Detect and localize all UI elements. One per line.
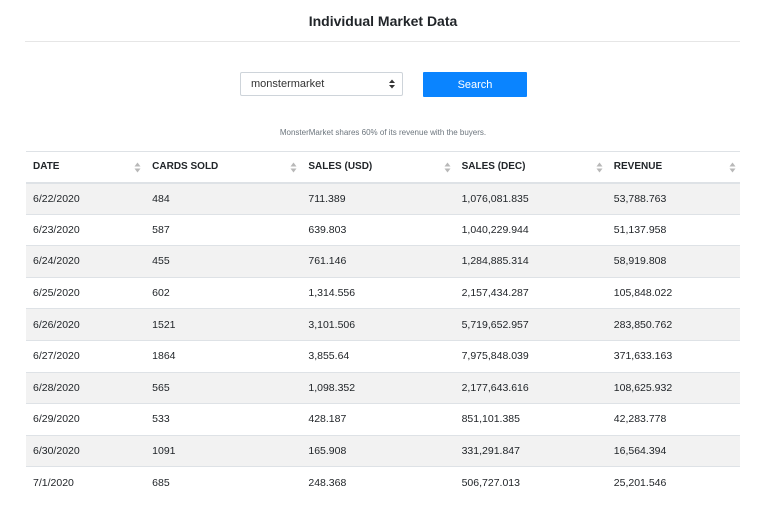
cards-sold-cell: 455 bbox=[145, 245, 302, 278]
column-header-revenue[interactable]: REVENUE bbox=[606, 151, 740, 184]
column-header-label: REVENUE bbox=[613, 161, 663, 173]
sales-usd-cell: 3,855.64 bbox=[301, 339, 455, 373]
sales-dec-cell: 1,040,229.944 bbox=[454, 213, 607, 246]
table-row: 6/27/2020 1864 3,855.64 7,975,848.039 37… bbox=[26, 339, 740, 373]
column-header-label: CARDS SOLD bbox=[152, 161, 219, 173]
revenue-cell: 105,848.022 bbox=[606, 276, 740, 309]
sales-dec-cell: 1,284,885.314 bbox=[454, 245, 607, 278]
date-cell: 6/25/2020 bbox=[26, 276, 146, 309]
column-header-label: SALES (USD) bbox=[308, 161, 373, 173]
date-cell: 6/29/2020 bbox=[26, 403, 146, 436]
table-row: 6/30/2020 1091 165.908 331,291.847 16,56… bbox=[26, 434, 740, 467]
column-header-sales-dec[interactable]: SALES (DEC) bbox=[454, 151, 607, 184]
date-cell: 6/26/2020 bbox=[26, 308, 146, 341]
market-select[interactable]: monstermarket bbox=[240, 72, 403, 96]
date-cell: 6/27/2020 bbox=[26, 339, 146, 373]
table-row: 6/28/2020 565 1,098.352 2,177,643.616 10… bbox=[26, 371, 740, 404]
revenue-cell: 51,137.958 bbox=[606, 213, 740, 246]
date-cell: 6/23/2020 bbox=[26, 213, 146, 246]
sort-icon bbox=[729, 162, 736, 173]
cards-sold-cell: 565 bbox=[145, 371, 302, 404]
cards-sold-cell: 685 bbox=[145, 466, 302, 499]
sales-usd-cell: 639.803 bbox=[301, 213, 455, 246]
page-title: Individual Market Data bbox=[308, 13, 458, 29]
market-data-table: DATE CARDS SOLD SALES (USD) SALES (DEC) … bbox=[26, 151, 740, 499]
revenue-cell: 42,283.778 bbox=[606, 403, 740, 436]
sales-dec-cell: 2,157,434.287 bbox=[454, 276, 607, 309]
sort-icon bbox=[444, 162, 451, 173]
revenue-cell: 58,919.808 bbox=[606, 245, 740, 278]
sort-icon bbox=[596, 162, 603, 173]
revenue-cell: 16,564.394 bbox=[606, 434, 740, 467]
column-header-label: DATE bbox=[33, 161, 60, 173]
revenue-share-note: MonsterMarket shares 60% of its revenue … bbox=[279, 128, 487, 137]
date-cell: 6/30/2020 bbox=[26, 434, 146, 467]
column-header-label: SALES (DEC) bbox=[461, 161, 526, 173]
sales-usd-cell: 428.187 bbox=[301, 403, 455, 436]
sales-dec-cell: 851,101.385 bbox=[454, 403, 607, 436]
sales-dec-cell: 1,076,081.835 bbox=[454, 182, 607, 215]
revenue-cell: 371,633.163 bbox=[606, 339, 740, 373]
sales-usd-cell: 248.368 bbox=[301, 466, 455, 499]
table-row: 6/22/2020 484 711.389 1,076,081.835 53,7… bbox=[26, 182, 740, 215]
sales-dec-cell: 331,291.847 bbox=[454, 434, 607, 467]
column-header-cards-sold[interactable]: CARDS SOLD bbox=[145, 151, 302, 184]
table-row: 6/23/2020 587 639.803 1,040,229.944 51,1… bbox=[26, 213, 740, 246]
sales-dec-cell: 2,177,643.616 bbox=[454, 371, 607, 404]
sort-icon bbox=[134, 162, 141, 173]
date-cell: 7/1/2020 bbox=[26, 466, 146, 499]
cards-sold-cell: 1521 bbox=[145, 308, 302, 341]
revenue-cell: 25,201.546 bbox=[606, 466, 740, 499]
table-row: 6/25/2020 602 1,314.556 2,157,434.287 10… bbox=[26, 276, 740, 309]
search-button[interactable]: Search bbox=[423, 72, 527, 97]
revenue-cell: 108,625.932 bbox=[606, 371, 740, 404]
sales-usd-cell: 1,098.352 bbox=[301, 371, 455, 404]
cards-sold-cell: 602 bbox=[145, 276, 302, 309]
date-cell: 6/24/2020 bbox=[26, 245, 146, 278]
cards-sold-cell: 1091 bbox=[145, 434, 302, 467]
sales-usd-cell: 711.389 bbox=[301, 182, 455, 215]
revenue-cell: 283,850.762 bbox=[606, 308, 740, 341]
date-cell: 6/28/2020 bbox=[26, 371, 146, 404]
table-row: 6/26/2020 1521 3,101.506 5,719,652.957 2… bbox=[26, 308, 740, 341]
sales-dec-cell: 5,719,652.957 bbox=[454, 308, 607, 341]
table-row: 6/29/2020 533 428.187 851,101.385 42,283… bbox=[26, 403, 740, 436]
market-select-value: monstermarket bbox=[251, 78, 325, 90]
table-row: 6/24/2020 455 761.146 1,284,885.314 58,9… bbox=[26, 245, 740, 278]
sales-dec-cell: 506,727.013 bbox=[454, 466, 607, 499]
cards-sold-cell: 484 bbox=[145, 182, 302, 215]
select-arrows-icon bbox=[389, 79, 395, 89]
sales-dec-cell: 7,975,848.039 bbox=[454, 339, 607, 373]
sales-usd-cell: 761.146 bbox=[301, 245, 455, 278]
title-divider bbox=[25, 41, 740, 42]
column-header-sales-usd[interactable]: SALES (USD) bbox=[301, 151, 455, 184]
date-cell: 6/22/2020 bbox=[26, 182, 146, 215]
sales-usd-cell: 1,314.556 bbox=[301, 276, 455, 309]
sort-icon bbox=[290, 162, 297, 173]
revenue-cell: 53,788.763 bbox=[606, 182, 740, 215]
cards-sold-cell: 1864 bbox=[145, 339, 302, 373]
cards-sold-cell: 587 bbox=[145, 213, 302, 246]
cards-sold-cell: 533 bbox=[145, 403, 302, 436]
table-header-row: DATE CARDS SOLD SALES (USD) SALES (DEC) … bbox=[26, 151, 740, 184]
column-header-date[interactable]: DATE bbox=[26, 151, 146, 184]
sales-usd-cell: 3,101.506 bbox=[301, 308, 455, 341]
sales-usd-cell: 165.908 bbox=[301, 434, 455, 467]
table-row: 7/1/2020 685 248.368 506,727.013 25,201.… bbox=[26, 466, 740, 499]
